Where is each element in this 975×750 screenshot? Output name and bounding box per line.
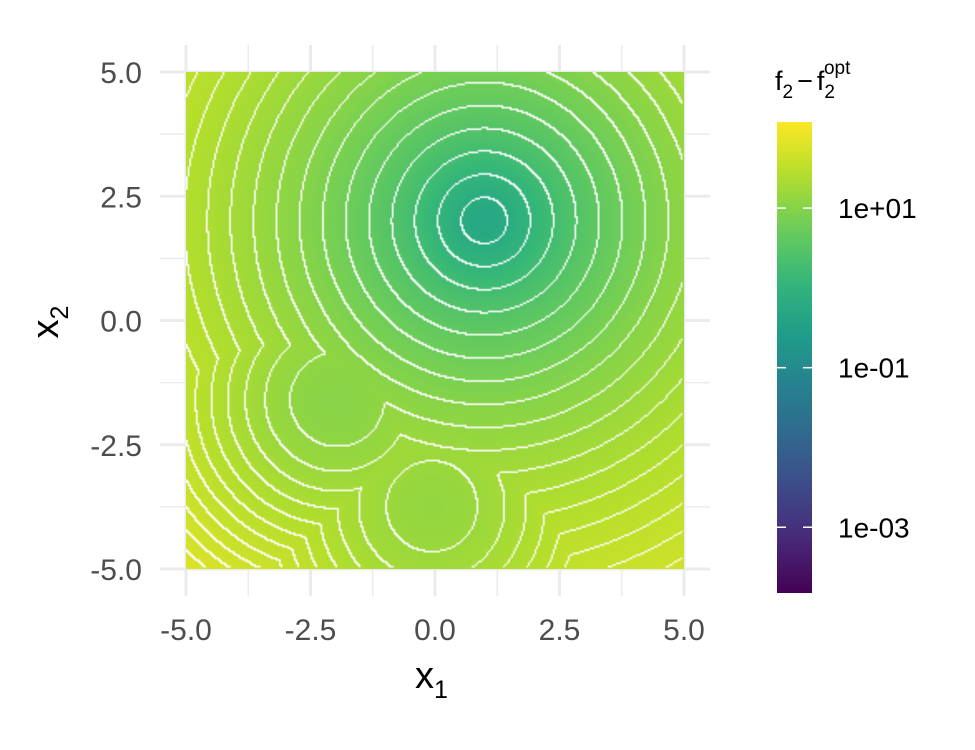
legend-title-sub: 2 bbox=[783, 82, 794, 103]
x-axis-title-sub: 1 bbox=[434, 676, 448, 704]
y-tick-label: 5.0 bbox=[100, 57, 142, 90]
legend-title-sub-2: 2 bbox=[824, 82, 835, 103]
y-tick-label: 2.5 bbox=[100, 181, 142, 214]
x-axis-title: x1 bbox=[415, 655, 448, 704]
x-tick-label: -5.0 bbox=[160, 614, 212, 647]
y-axis-title-var: x bbox=[25, 319, 67, 338]
y-axis-title-sub: 2 bbox=[46, 306, 74, 320]
heatmap-raster bbox=[186, 72, 684, 569]
legend-ticks: 1e-03 1e-01 1e+01 bbox=[777, 193, 917, 543]
x-tick-label: 0.0 bbox=[414, 614, 456, 647]
x-tick-labels: -5.0 -2.5 0.0 2.5 5.0 bbox=[160, 614, 705, 647]
legend-title-main: f bbox=[775, 66, 783, 96]
legend-title-minus: − bbox=[797, 66, 813, 96]
y-tick-label: -2.5 bbox=[90, 430, 142, 463]
x-axis-title-var: x bbox=[415, 655, 434, 697]
legend-tick-label: 1e-03 bbox=[838, 512, 910, 543]
legend-colorbar bbox=[777, 122, 812, 593]
legend-tick-label: 1e+01 bbox=[838, 193, 917, 224]
legend-tick-label: 1e-01 bbox=[838, 353, 910, 384]
x-tick-label: -2.5 bbox=[285, 614, 337, 647]
heatmap-panel bbox=[186, 72, 684, 569]
y-tick-label: -5.0 bbox=[90, 554, 142, 587]
x-tick-label: 5.0 bbox=[663, 614, 705, 647]
legend-title: f2− f2opt bbox=[775, 58, 851, 103]
legend-title-main-2: f bbox=[817, 66, 825, 96]
x-tick-label: 2.5 bbox=[539, 614, 581, 647]
y-axis-title: x2 bbox=[25, 306, 74, 339]
legend-title-sup: opt bbox=[824, 58, 851, 79]
y-tick-label: 0.0 bbox=[100, 306, 142, 339]
y-tick-labels: -5.0 -2.5 0.0 2.5 5.0 bbox=[90, 57, 142, 587]
